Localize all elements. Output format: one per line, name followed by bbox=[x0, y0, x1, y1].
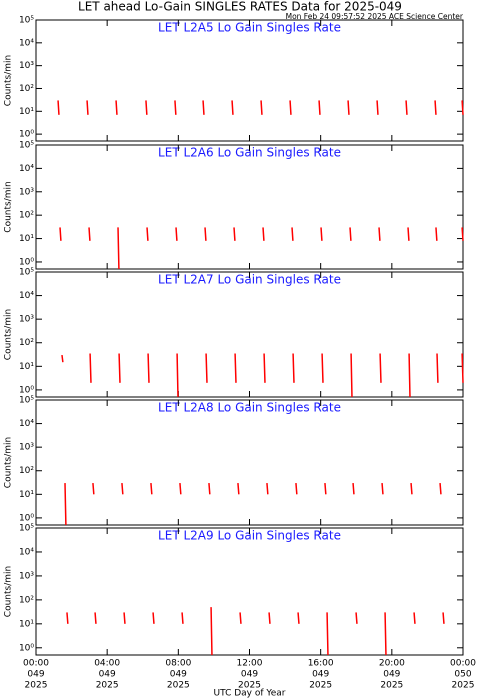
panel-title: LET L2A5 Lo Gain Singles Rate bbox=[158, 21, 341, 35]
x-tick-label: 049 bbox=[99, 670, 116, 680]
y-tick-label: 10² bbox=[19, 466, 34, 476]
y-tick-label: 10⁵ bbox=[19, 396, 34, 406]
y-tick-label: 10⁴ bbox=[19, 38, 34, 48]
chart-title: LET ahead Lo-Gain SINGLES RATES Data for… bbox=[78, 0, 402, 14]
x-tick-label: 04:00 bbox=[94, 659, 120, 669]
y-tick-label: 10³ bbox=[19, 443, 34, 453]
y-tick-label: 10⁰ bbox=[19, 130, 34, 140]
y-tick-label: 10² bbox=[19, 84, 34, 94]
y-tick-label: 10⁴ bbox=[19, 547, 34, 557]
y-tick-label: 10³ bbox=[19, 61, 34, 71]
y-tick-label: 10⁰ bbox=[19, 643, 34, 653]
y-tick-label: 10⁰ bbox=[19, 385, 34, 395]
x-axis-label: UTC Day of Year bbox=[214, 689, 286, 699]
y-tick-label: 10¹ bbox=[19, 619, 34, 629]
y-tick-label: 10³ bbox=[19, 315, 34, 325]
y-tick-label: 10² bbox=[19, 211, 34, 221]
y-tick-label: 10⁰ bbox=[19, 257, 34, 267]
data-line bbox=[64, 483, 442, 526]
x-tick-label: 16:00 bbox=[308, 659, 334, 669]
y-axis-label: Counts/min bbox=[4, 55, 14, 106]
x-tick-label: 049 bbox=[383, 670, 400, 680]
y-tick-label: 10¹ bbox=[19, 107, 34, 117]
x-tick-label: 2025 bbox=[380, 681, 403, 691]
y-tick-label: 10⁵ bbox=[19, 268, 34, 278]
y-tick-label: 10¹ bbox=[19, 490, 34, 500]
data-line bbox=[59, 227, 464, 270]
y-tick-label: 10⁵ bbox=[19, 141, 34, 151]
timestamp: Mon Feb 24 09:57:52 2025 ACE Science Cen… bbox=[286, 12, 464, 21]
data-line bbox=[61, 353, 464, 398]
x-tick-label: 2025 bbox=[309, 681, 332, 691]
data-line bbox=[57, 100, 464, 115]
y-tick-label: 10⁵ bbox=[19, 16, 34, 26]
y-tick-label: 10³ bbox=[19, 187, 34, 197]
panel-title: LET L2A9 Lo Gain Singles Rate bbox=[158, 529, 341, 543]
y-tick-label: 10³ bbox=[19, 571, 34, 581]
x-tick-label: 12:00 bbox=[237, 659, 263, 669]
x-tick-label: 049 bbox=[241, 670, 258, 680]
panel-title: LET L2A7 Lo Gain Singles Rate bbox=[158, 273, 341, 287]
y-tick-label: 10⁵ bbox=[19, 524, 34, 534]
x-tick-label: 20:00 bbox=[379, 659, 405, 669]
x-tick-label: 2025 bbox=[25, 681, 48, 691]
x-tick-label: 049 bbox=[27, 670, 44, 680]
x-tick-label: 050 bbox=[454, 670, 471, 680]
y-axis-label: Counts/min bbox=[4, 437, 14, 488]
y-tick-label: 10⁴ bbox=[19, 419, 34, 429]
y-tick-label: 10² bbox=[19, 338, 34, 348]
panel-title: LET L2A8 Lo Gain Singles Rate bbox=[158, 401, 341, 415]
y-tick-label: 10¹ bbox=[19, 234, 34, 244]
y-tick-label: 10¹ bbox=[19, 362, 34, 372]
x-tick-label: 00:00 bbox=[23, 659, 49, 669]
y-tick-label: 10⁴ bbox=[19, 291, 34, 301]
x-tick-label: 2025 bbox=[238, 681, 261, 691]
y-tick-label: 10⁰ bbox=[19, 513, 34, 523]
x-tick-label: 049 bbox=[312, 670, 329, 680]
y-axis-label: Counts/min bbox=[4, 181, 14, 232]
x-tick-label: 049 bbox=[170, 670, 187, 680]
x-tick-label: 2025 bbox=[96, 681, 119, 691]
y-tick-label: 10² bbox=[19, 595, 34, 605]
panel-title: LET L2A6 Lo Gain Singles Rate bbox=[158, 146, 341, 160]
y-tick-label: 10⁴ bbox=[19, 164, 34, 174]
x-tick-label: 00:00 bbox=[450, 659, 476, 669]
data-line bbox=[66, 607, 445, 656]
x-tick-label: 08:00 bbox=[165, 659, 191, 669]
x-tick-label: 2025 bbox=[167, 681, 190, 691]
y-axis-label: Counts/min bbox=[4, 566, 14, 617]
y-axis-label: Counts/min bbox=[4, 309, 14, 360]
x-tick-label: 2025 bbox=[452, 681, 475, 691]
